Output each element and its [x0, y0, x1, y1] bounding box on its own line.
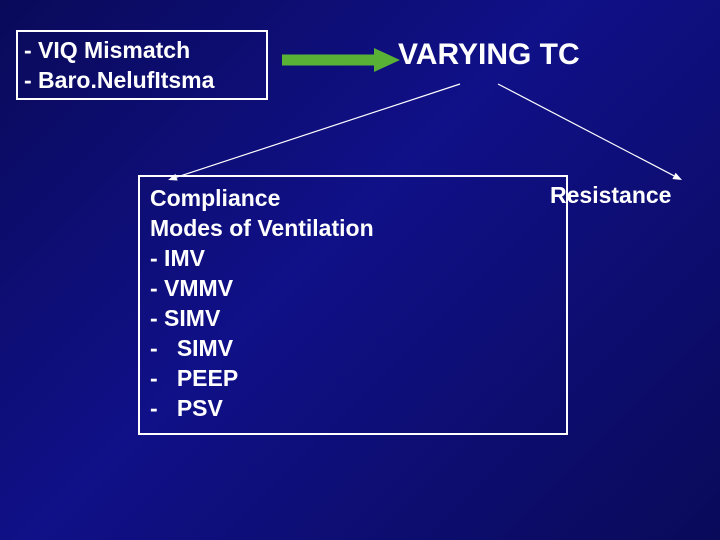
text-line: Resistance	[550, 180, 710, 210]
text-line: - SIMV	[150, 303, 556, 333]
text-line: Compliance	[150, 183, 556, 213]
text-line: - VMMV	[150, 273, 556, 303]
text-line: - SIMV	[150, 333, 556, 363]
resistance-label: Resistance	[550, 180, 710, 214]
text-line: - Baro.NelufItsma	[24, 65, 260, 95]
top-left-box: - VIQ Mismatch- Baro.NelufItsma	[16, 30, 268, 100]
center-box: ComplianceModes of Ventilation- IMV- VMM…	[138, 175, 568, 435]
text-line: VARYING TC	[398, 38, 638, 72]
text-line: - PSV	[150, 393, 556, 423]
text-line: - IMV	[150, 243, 556, 273]
text-line: - PEEP	[150, 363, 556, 393]
text-line: - VIQ Mismatch	[24, 35, 260, 65]
varying-tc-heading: VARYING TC	[398, 38, 638, 78]
text-line: Modes of Ventilation	[150, 213, 556, 243]
slide-content: - VIQ Mismatch- Baro.NelufItsma VARYING …	[0, 0, 720, 540]
